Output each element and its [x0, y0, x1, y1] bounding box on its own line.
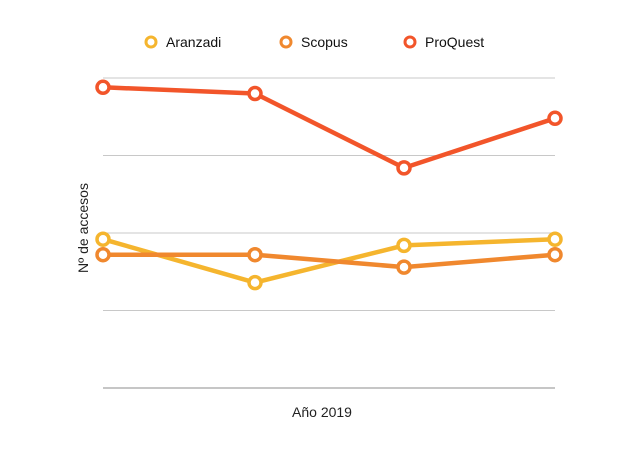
data-point-aranzadi	[247, 274, 263, 291]
gridlines	[103, 77, 555, 389]
data-point-proquest	[396, 160, 412, 176]
series-aranzadi	[95, 231, 563, 291]
data-point-proquest	[247, 85, 263, 102]
legend-label-scopus: Scopus	[301, 34, 348, 50]
series-layer	[95, 79, 563, 291]
x-axis-label: Año 2019	[292, 404, 352, 420]
data-point-aranzadi	[396, 237, 412, 254]
series-line-scopus	[100, 252, 558, 270]
data-point-scopus	[396, 259, 412, 275]
y-axis-label: Nº de accesos	[75, 183, 91, 273]
legend: Aranzadi Scopus ProQuest	[144, 34, 484, 50]
series-proquest	[95, 79, 563, 176]
legend-marker-proquest	[403, 35, 417, 49]
series-line-aranzadi	[100, 236, 558, 285]
data-point-scopus	[95, 246, 111, 263]
data-point-aranzadi	[547, 231, 563, 247]
data-point-scopus	[547, 246, 563, 263]
legend-marker-aranzadi	[144, 35, 158, 49]
legend-marker-scopus	[279, 35, 293, 49]
data-point-aranzadi	[95, 231, 111, 247]
data-point-proquest	[95, 79, 111, 96]
series-line-proquest	[100, 85, 558, 171]
legend-label-proquest: ProQuest	[425, 34, 484, 50]
legend-label-aranzadi: Aranzadi	[166, 34, 221, 50]
data-point-scopus	[247, 246, 263, 263]
data-point-proquest	[547, 110, 563, 127]
series-scopus	[95, 246, 563, 275]
